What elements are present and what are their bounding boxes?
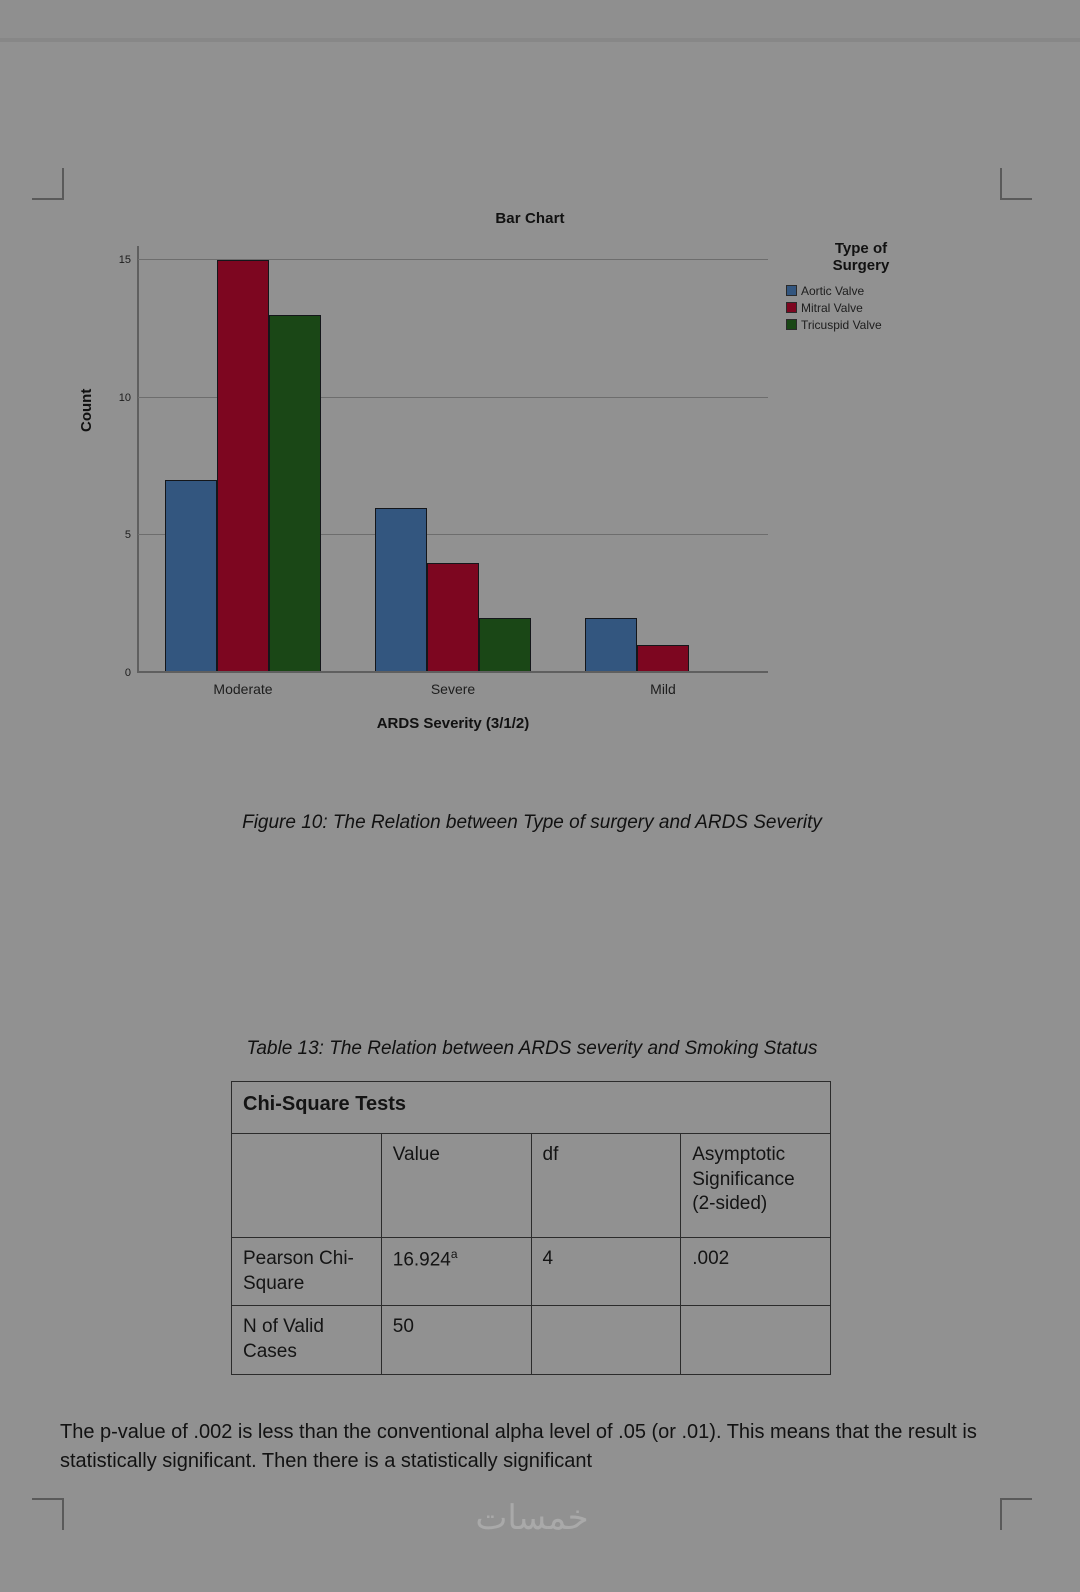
bar: [269, 315, 321, 673]
legend-title-line-2: Surgery: [832, 257, 890, 275]
legend-swatch-icon: [786, 319, 797, 331]
gridline: [138, 259, 768, 260]
sig-line-3: (2-sided): [692, 1193, 768, 1215]
table-row: N of Valid Cases 50: [231, 1305, 831, 1375]
table-header-row: Value df Asymptotic Significance (2-side…: [231, 1133, 831, 1238]
table-title-row: Chi-Square Tests: [231, 1081, 831, 1134]
crop-mark-top-left: [32, 168, 64, 200]
row-df: 4: [530, 1236, 682, 1307]
gridline: [138, 396, 768, 398]
table-row: Pearson Chi-Square 16.924a 4 .002: [231, 1236, 831, 1307]
legend-item: Aortic Valve: [786, 284, 996, 298]
table-title: Chi-Square Tests: [231, 1081, 831, 1134]
y-axis-tick-label: 15: [118, 254, 131, 266]
table-header-significance: Asymptotic Significance (2-sided): [680, 1133, 831, 1238]
table-header-value: Value: [380, 1133, 532, 1238]
chart-title: Bar Chart: [495, 210, 565, 227]
bar: [637, 645, 689, 673]
y-axis-tick-label: 0: [124, 667, 131, 679]
x-axis-tick-label: Severe: [430, 681, 476, 697]
bar: [375, 507, 427, 673]
row-value: 16.924a: [380, 1236, 532, 1307]
x-axis-tick-label: Moderate: [213, 681, 273, 697]
footnote-marker: a: [450, 1247, 458, 1261]
table-header-blank: [231, 1133, 382, 1238]
sig-line-2: Significance: [692, 1168, 795, 1190]
y-axis-tick-label: 10: [118, 391, 131, 404]
legend-swatch-icon: [786, 302, 797, 314]
legend-item: Tricuspid Valve: [786, 318, 996, 332]
crop-mark-bottom-right: [1000, 1498, 1032, 1530]
body-paragraph: The p-value of .002 is less than the con…: [60, 1421, 977, 1472]
legend-item: Mitral Valve: [786, 301, 996, 315]
bar: [217, 260, 269, 673]
row-label: N of Valid Cases: [231, 1305, 382, 1375]
crop-mark-top-right: [1000, 168, 1032, 200]
legend-title: Type of Surgery: [786, 240, 936, 275]
y-axis-title: Count: [78, 388, 95, 432]
bar: [165, 480, 217, 673]
bar: [585, 617, 637, 673]
bar: [427, 562, 479, 673]
chi-square-tests-table: Chi-Square Tests Value df Asymptotic Sig…: [231, 1081, 831, 1375]
legend-label: Mitral Valve: [801, 300, 863, 315]
figure-caption: Figure 10: The Relation between Type of …: [242, 812, 822, 833]
chart-legend: Type of Surgery Aortic Valve Mitral Valve…: [786, 240, 996, 335]
x-axis-title: ARDS Severity (3/1/2): [376, 715, 530, 732]
x-axis-tick-label: Mild: [650, 681, 676, 697]
legend-title-line-1: Type of: [834, 240, 888, 257]
y-axis-tick-label: 5: [124, 529, 131, 542]
y-axis-line: [137, 246, 139, 673]
legend-items: Aortic Valve Mitral Valve Tricuspid Valve: [786, 284, 996, 332]
sig-line-1: Asymptotic: [692, 1144, 786, 1165]
legend-swatch-icon: [786, 285, 797, 297]
legend-label: Aortic Valve: [801, 283, 865, 298]
bar-chart-figure: Bar Chart Count 0 5 10 15 Moderate Severe Mil…: [0, 200, 1080, 745]
gridline: [138, 534, 768, 536]
table-caption: Table 13: The Relation between ARDS seve…: [246, 1038, 818, 1059]
row-value: 50: [380, 1305, 532, 1375]
table-header-df: df: [530, 1133, 682, 1238]
plot-area: 0 5 10 15 Moderate Severe Mild: [119, 246, 768, 697]
row-sig: [680, 1305, 831, 1375]
x-axis-line: [138, 671, 768, 673]
bar: [479, 617, 531, 673]
row-label: Pearson Chi-Square: [231, 1236, 382, 1307]
legend-label: Tricuspid Valve: [801, 317, 882, 332]
watermark: خمسات: [475, 1499, 589, 1537]
top-band: [0, 0, 1080, 42]
row-sig: .002: [680, 1236, 831, 1307]
row-df: [530, 1305, 682, 1375]
crop-mark-bottom-left: [32, 1498, 64, 1530]
